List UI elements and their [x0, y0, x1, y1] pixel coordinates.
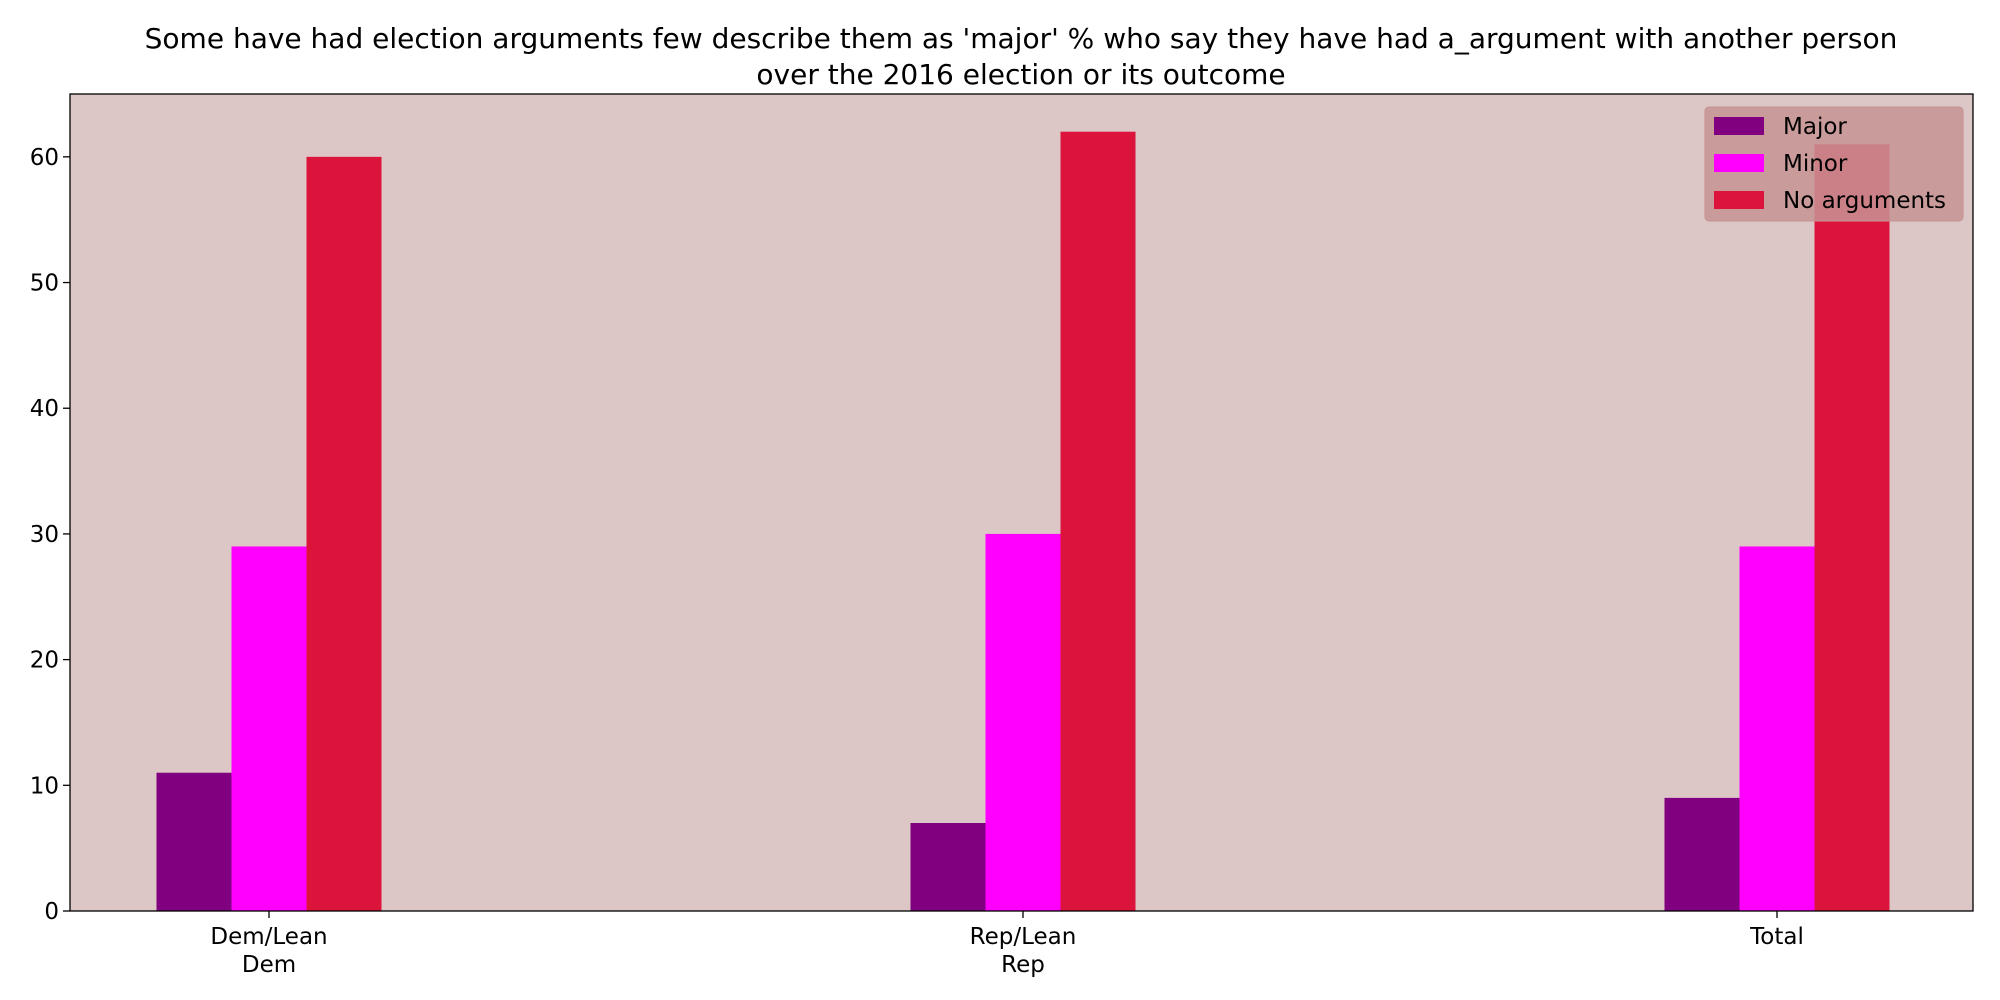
y-tick-label-3: 30: [30, 522, 59, 548]
y-tick-label-0: 0: [44, 899, 59, 925]
chart-title-line-2: over the 2016 election or its outcome: [756, 58, 1285, 91]
bars-group: [156, 131, 1890, 911]
y-tick-label-5: 50: [30, 271, 59, 297]
bar-no-arguments-1: [1060, 131, 1136, 911]
bar-minor-0: [231, 546, 307, 911]
x-tick-label-0-0: Dem/Lean: [210, 924, 327, 950]
bar-major-0: [156, 772, 232, 911]
x-tick-label-2-0: Total: [1749, 924, 1804, 950]
legend-swatch-1: [1714, 154, 1764, 172]
legend-label-1: Minor: [1783, 151, 1848, 177]
legend-box: [1704, 106, 1964, 222]
bar-minor-1: [985, 533, 1061, 911]
bar-minor-2: [1739, 546, 1815, 911]
bar-no-arguments-2: [1814, 144, 1890, 911]
y-tick-label-2: 20: [30, 648, 59, 674]
legend-swatch-0: [1714, 117, 1764, 135]
bar-major-1: [910, 823, 986, 911]
legend: Major Minor No arguments: [1704, 106, 1964, 222]
y-tick-label-4: 40: [30, 396, 59, 422]
bar-major-2: [1664, 797, 1740, 911]
y-axis: 0 10 20 30 40 50 60: [30, 145, 70, 925]
y-tick-label-6: 60: [30, 145, 59, 171]
x-tick-label-1-1: Rep: [1001, 952, 1045, 978]
x-tick-label-0-1: Dem: [242, 952, 296, 978]
legend-swatch-2: [1714, 191, 1764, 209]
legend-label-0: Major: [1783, 114, 1847, 140]
x-tick-label-1-0: Rep/Lean: [970, 924, 1077, 950]
chart-title-line-1: Some have had election arguments few des…: [145, 22, 1898, 55]
legend-label-2: No arguments: [1783, 188, 1946, 214]
plot-frame: [69, 93, 1974, 912]
y-tick-label-1: 10: [30, 773, 59, 799]
bar-no-arguments-0: [306, 156, 382, 911]
